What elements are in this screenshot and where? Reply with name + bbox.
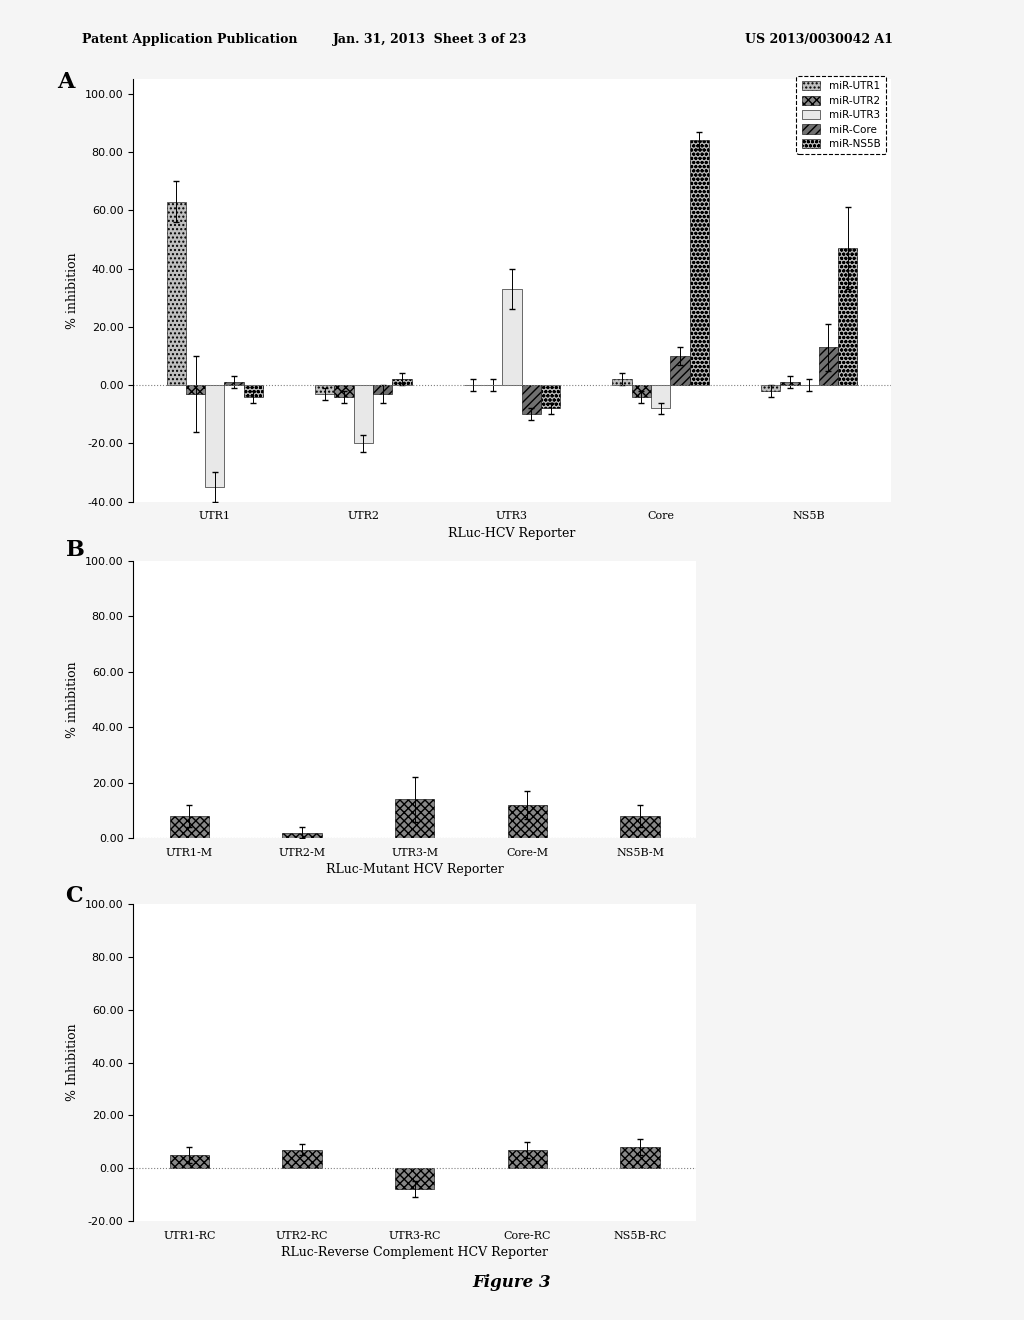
Bar xyxy=(315,385,335,393)
Bar xyxy=(689,140,709,385)
Bar xyxy=(205,385,224,487)
Bar xyxy=(838,248,857,385)
X-axis label: RLuc-HCV Reporter: RLuc-HCV Reporter xyxy=(449,527,575,540)
Bar xyxy=(632,385,651,397)
Bar xyxy=(621,816,659,838)
Bar xyxy=(621,1147,659,1168)
Text: C: C xyxy=(66,886,83,907)
Bar xyxy=(224,383,244,385)
Bar xyxy=(353,385,373,444)
Bar xyxy=(508,805,547,838)
Y-axis label: % Inhibition: % Inhibition xyxy=(67,1024,79,1101)
X-axis label: RLuc-Mutant HCV Reporter: RLuc-Mutant HCV Reporter xyxy=(326,863,504,876)
Text: US 2013/0030042 A1: US 2013/0030042 A1 xyxy=(745,33,893,46)
Bar xyxy=(283,833,322,838)
Text: A: A xyxy=(57,71,75,92)
Bar xyxy=(819,347,838,385)
X-axis label: RLuc-Reverse Complement HCV Reporter: RLuc-Reverse Complement HCV Reporter xyxy=(282,1246,548,1259)
Bar xyxy=(395,1168,434,1189)
Bar xyxy=(392,379,412,385)
Bar xyxy=(283,1150,322,1168)
Bar xyxy=(244,385,263,397)
Bar xyxy=(541,385,560,408)
Bar xyxy=(170,1155,209,1168)
Legend: miR-UTR1, miR-UTR2, miR-UTR3, miR-Core, miR-NS5B: miR-UTR1, miR-UTR2, miR-UTR3, miR-Core, … xyxy=(797,77,886,154)
Bar xyxy=(651,385,671,408)
Bar xyxy=(508,1150,547,1168)
Bar xyxy=(186,385,205,393)
Bar xyxy=(521,385,541,414)
Text: B: B xyxy=(66,539,84,561)
Y-axis label: % inhibition: % inhibition xyxy=(67,661,79,738)
Bar xyxy=(671,356,689,385)
Bar xyxy=(761,385,780,391)
Bar xyxy=(170,816,209,838)
Bar xyxy=(373,385,392,393)
Y-axis label: % inhibition: % inhibition xyxy=(67,252,79,329)
Bar xyxy=(167,202,186,385)
Bar xyxy=(335,385,353,397)
Text: Figure 3: Figure 3 xyxy=(473,1274,551,1291)
Bar xyxy=(780,383,800,385)
Bar xyxy=(503,289,521,385)
Bar xyxy=(395,800,434,838)
Bar xyxy=(612,379,632,385)
Text: Patent Application Publication: Patent Application Publication xyxy=(82,33,297,46)
Text: Jan. 31, 2013  Sheet 3 of 23: Jan. 31, 2013 Sheet 3 of 23 xyxy=(333,33,527,46)
